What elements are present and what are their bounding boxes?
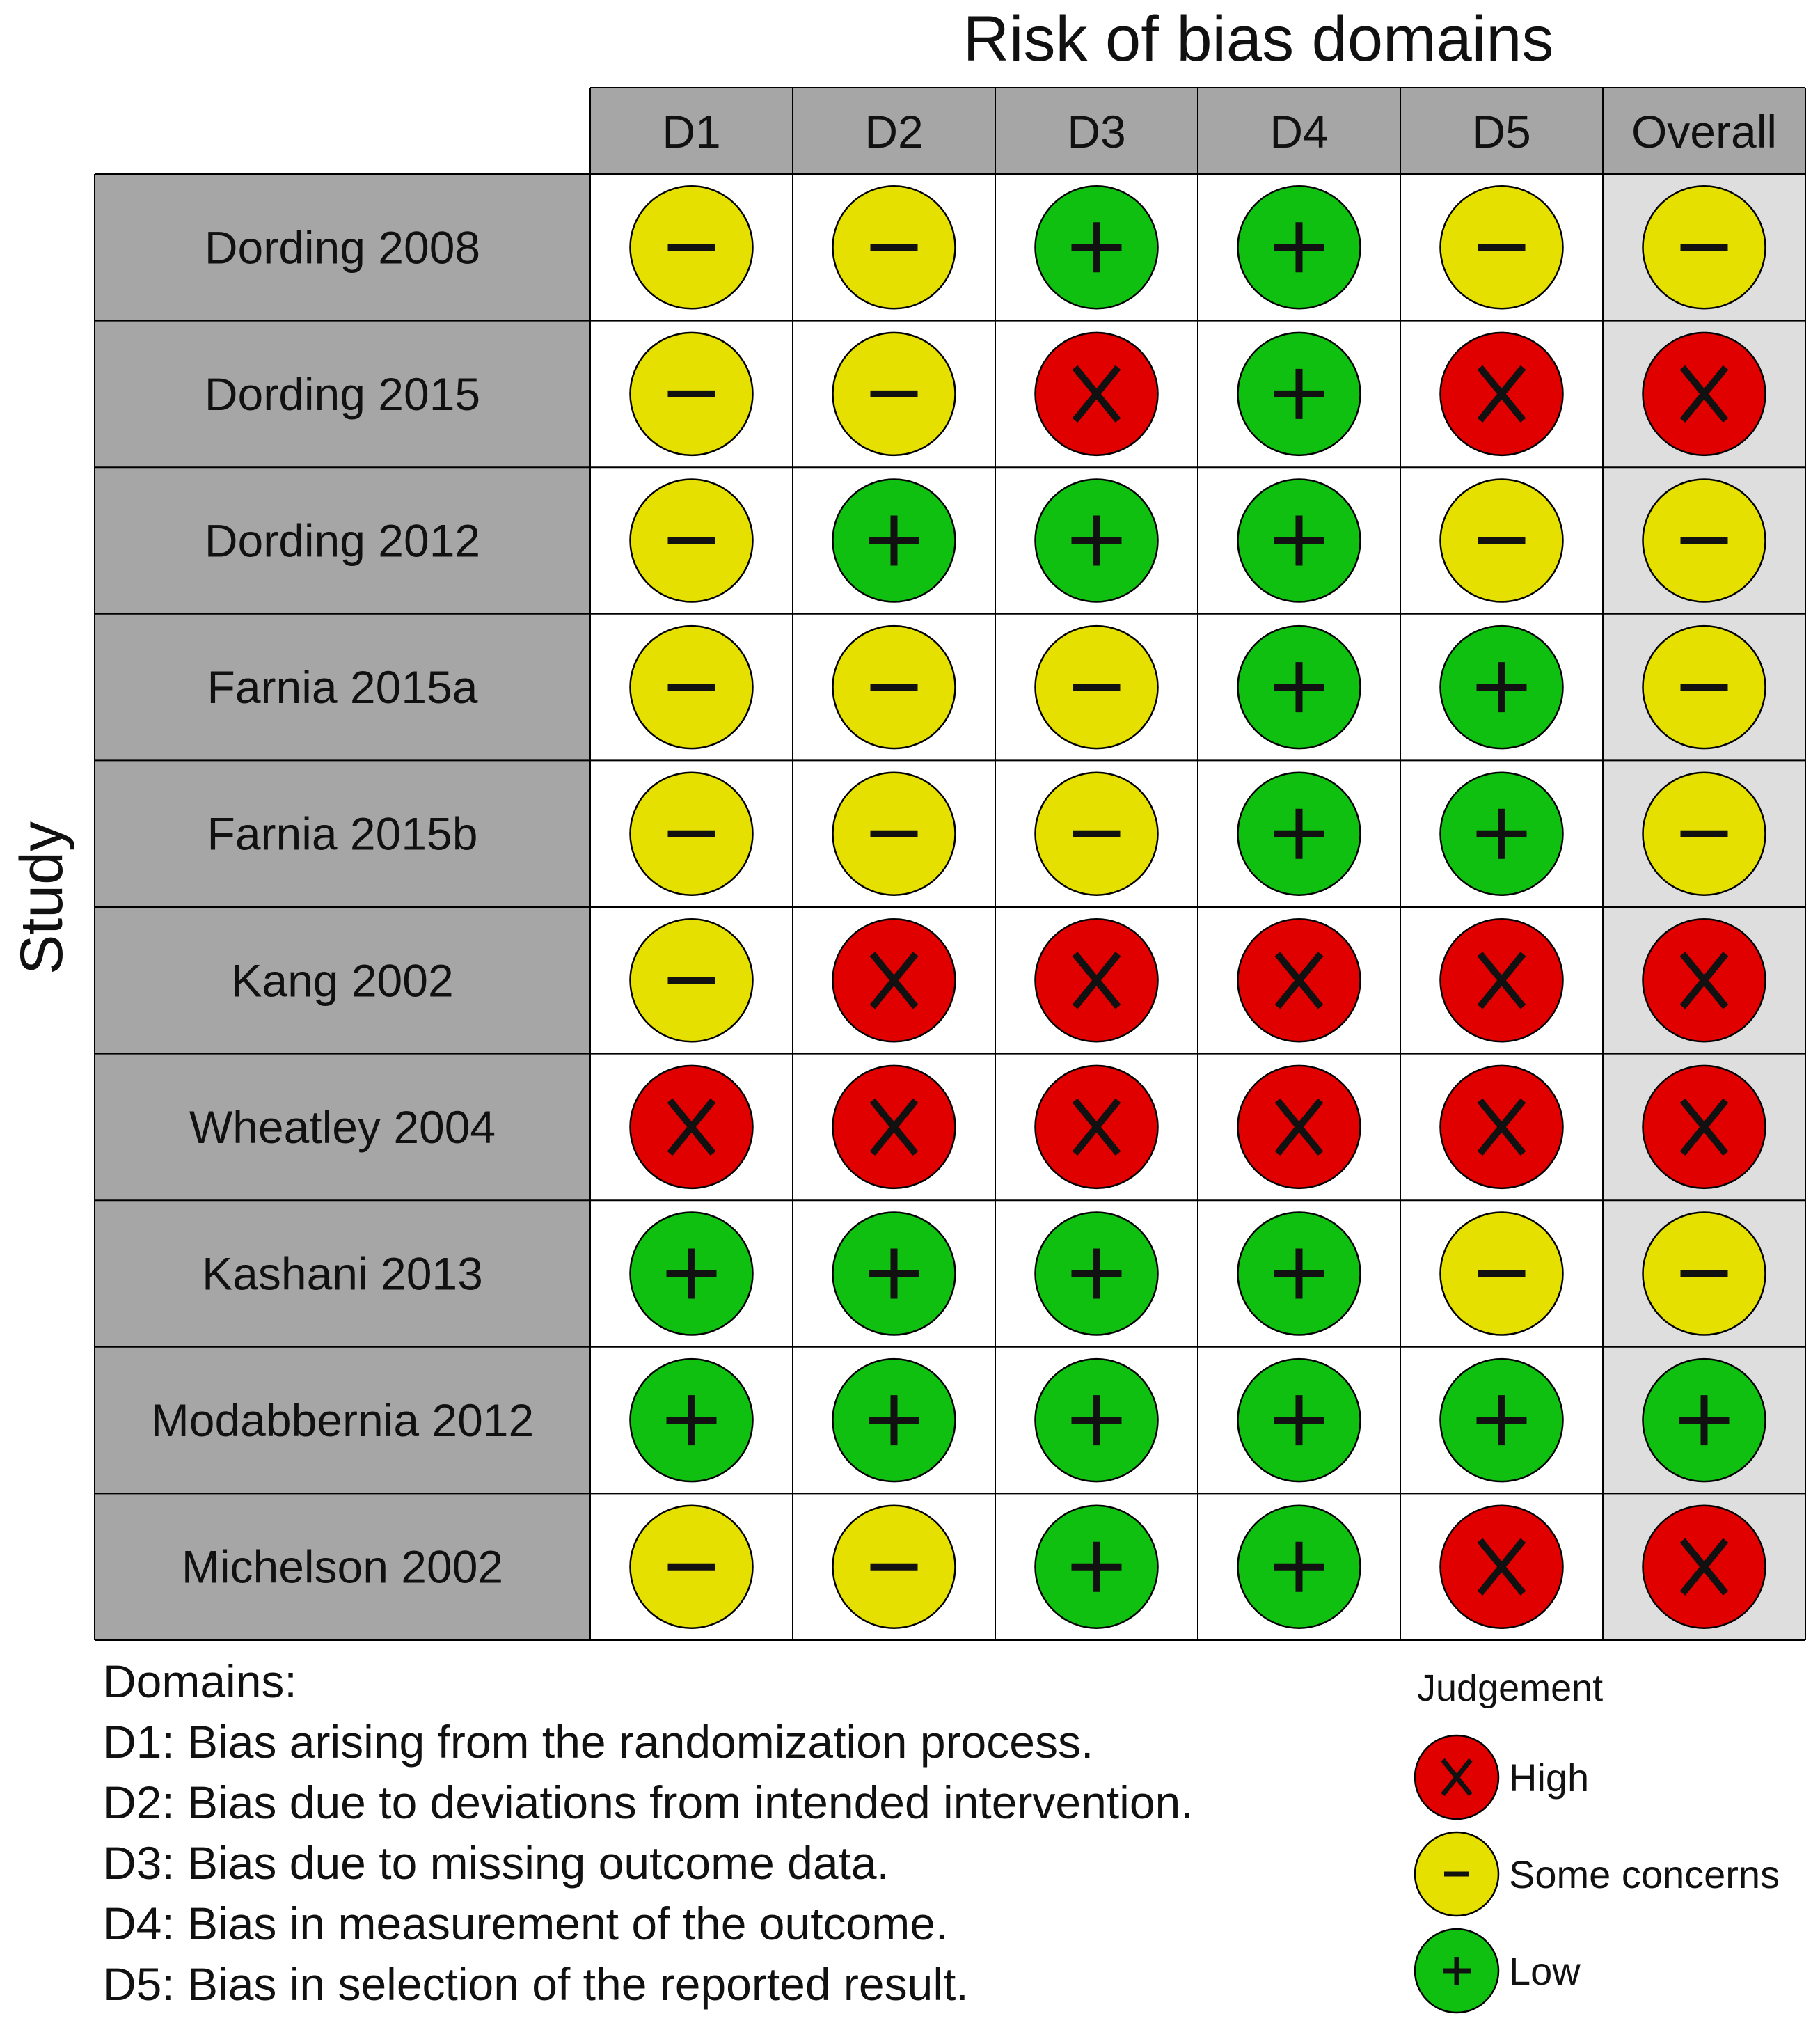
plus-icon — [1443, 1957, 1471, 1985]
plus-icon — [1071, 515, 1122, 566]
chart-title: Risk of bias domains — [963, 3, 1554, 74]
study-name: Dording 2012 — [205, 515, 480, 567]
legend-label-high: High — [1509, 1756, 1590, 1800]
domain-d2-description: D2: Bias due to deviations from intended… — [103, 1777, 1194, 1828]
x-icon — [1274, 952, 1324, 1009]
plus-icon — [869, 515, 919, 566]
plus-icon — [1476, 662, 1527, 713]
legend-item-some-concerns: Some concerns — [1411, 1829, 1801, 1919]
plus-icon — [1071, 1395, 1122, 1446]
x-icon — [1072, 365, 1121, 423]
x-icon — [1679, 1538, 1729, 1596]
domain-d5-description: D5: Bias in selection of the reported re… — [103, 1958, 969, 2010]
plus-icon — [1274, 368, 1324, 419]
study-name: Dording 2015 — [205, 368, 480, 420]
x-icon — [1441, 1758, 1473, 1797]
column-header-d4: D4 — [1269, 106, 1328, 157]
legend-title: Judgement — [1417, 1667, 1604, 1709]
plus-icon — [1476, 808, 1527, 859]
plus-icon — [1274, 1395, 1324, 1446]
column-header-overall: Overall — [1631, 106, 1777, 157]
x-icon — [1477, 952, 1526, 1009]
plus-icon — [1274, 222, 1324, 273]
plus-icon — [1274, 1541, 1324, 1592]
legend-label-low: Low — [1509, 1949, 1581, 1993]
domains-heading: Domains: — [103, 1655, 297, 1707]
study-name: Wheatley 2004 — [189, 1101, 496, 1153]
x-icon — [1274, 1098, 1324, 1156]
plus-icon — [869, 1248, 919, 1299]
legend-some-marker — [1414, 1831, 1500, 1917]
plus-icon — [1274, 1248, 1324, 1299]
plus-icon — [869, 1395, 919, 1446]
plus-icon — [1274, 515, 1324, 566]
x-icon — [1679, 952, 1729, 1009]
column-header-d1: D1 — [662, 106, 720, 157]
plus-icon — [1071, 222, 1122, 273]
x-icon — [1072, 1098, 1121, 1156]
study-name: Dording 2008 — [205, 221, 480, 273]
x-icon — [1477, 1098, 1526, 1156]
x-icon — [1679, 365, 1729, 423]
legend-low-marker — [1414, 1928, 1500, 2014]
column-header-d5: D5 — [1472, 106, 1530, 157]
study-name: Michelson 2002 — [182, 1541, 503, 1593]
legend-item-high: High — [1411, 1732, 1801, 1823]
x-icon — [1477, 1538, 1526, 1596]
domain-d1-description: D1: Bias arising from the randomization … — [103, 1716, 1094, 1768]
column-header-d3: D3 — [1067, 106, 1125, 157]
column-header-d2: D2 — [864, 106, 923, 157]
study-name: Farnia 2015a — [207, 661, 478, 713]
x-icon — [1477, 365, 1526, 423]
plus-icon — [1071, 1541, 1122, 1592]
study-name: Kashani 2013 — [202, 1248, 483, 1300]
x-icon — [869, 1098, 919, 1156]
x-icon — [667, 1098, 716, 1156]
domains-key: Domains: D1: Bias arising from the rando… — [103, 1651, 1356, 2015]
x-icon — [1072, 952, 1121, 1009]
plus-icon — [1476, 1395, 1527, 1446]
x-icon — [1679, 1098, 1729, 1156]
plus-icon — [1274, 662, 1324, 713]
domain-d4-description: D4: Bias in measurement of the outcome. — [103, 1898, 949, 1949]
legend-high-marker — [1414, 1734, 1500, 1820]
plus-icon — [1274, 808, 1324, 859]
study-name: Farnia 2015b — [207, 808, 478, 860]
plus-icon — [666, 1395, 717, 1446]
risk-of-bias-grid: D1 D2 D3 D4 D5 Overall Dording 2008 Dording 201… — [94, 87, 1806, 1641]
study-name: Modabbernia 2012 — [151, 1394, 534, 1446]
plus-icon — [1679, 1395, 1730, 1446]
x-icon — [869, 952, 919, 1009]
legend-label-some-concerns: Some concerns — [1509, 1852, 1780, 1896]
legend-item-low: Low — [1411, 1926, 1801, 2016]
study-name: Kang 2002 — [231, 954, 453, 1006]
domain-d3-description: D3: Bias due to missing outcome data. — [103, 1837, 889, 1889]
plus-icon — [666, 1248, 717, 1299]
plus-icon — [1071, 1248, 1122, 1299]
